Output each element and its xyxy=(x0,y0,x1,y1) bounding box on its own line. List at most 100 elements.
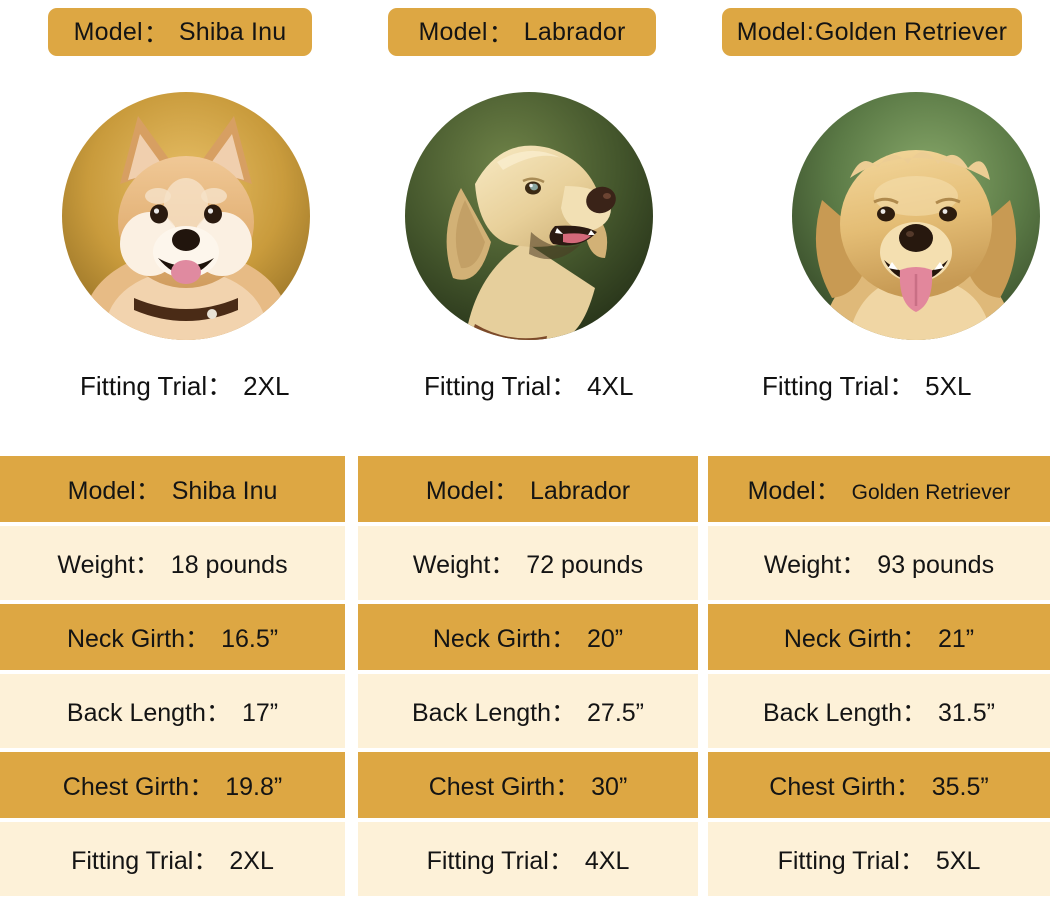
table-row: Model： Shiba Inu xyxy=(0,452,345,526)
spec-table-shiba-inu: Model： Shiba Inu Weight： 18 pounds Neck Gi… xyxy=(0,452,345,906)
table-row: Model： Labrador xyxy=(358,452,698,526)
fitting-trial-caption-labrador: Fitting Trial： 4XL xyxy=(424,366,633,403)
spec-separator: ： xyxy=(134,551,160,579)
table-row: Weight： 72 pounds xyxy=(358,526,698,600)
spec-value: 17” xyxy=(241,699,279,727)
model-badge-label: Model xyxy=(418,17,488,46)
fitting-trial-label: Fitting Trial xyxy=(762,371,890,401)
table-row: Chest Girth： 30” xyxy=(358,748,698,822)
spec-separator: ： xyxy=(895,773,921,801)
spec-value: 31.5” xyxy=(938,699,995,727)
spec-label: Fitting Trial xyxy=(777,847,900,875)
spec-label: Back Length xyxy=(66,699,206,727)
table-row: Neck Girth： 20” xyxy=(358,600,698,674)
model-badge-golden-retriever: Model: Golden Retriever xyxy=(722,8,1022,56)
table-row: Model： Golden Retriever xyxy=(708,452,1050,526)
fitting-trial-label: Fitting Trial xyxy=(424,371,552,401)
shiba-inu-illustration xyxy=(62,92,310,340)
dog-photo-shiba-inu xyxy=(62,92,310,340)
spec-label: Chest Girth xyxy=(428,773,556,801)
spec-separator: ： xyxy=(901,625,927,653)
spec-separator: ： xyxy=(815,477,841,505)
spec-value: 2XL xyxy=(229,847,274,875)
spec-value: 35.5” xyxy=(931,773,989,801)
table-row: Chest Girth： 19.8” xyxy=(0,748,345,822)
table-row: Weight： 93 pounds xyxy=(708,526,1050,600)
spec-value: 5XL xyxy=(935,847,981,875)
spec-table-golden-retriever: Model： Golden Retriever Weight： 93 pounds … xyxy=(708,452,1050,906)
spec-separator: ： xyxy=(902,699,928,727)
model-badge-separator: ： xyxy=(143,20,169,48)
spec-value: Labrador xyxy=(530,477,631,505)
spec-label: Model xyxy=(425,477,494,505)
spec-separator: ： xyxy=(551,699,577,727)
table-row: Chest Girth： 35.5” xyxy=(708,748,1050,822)
fitting-trial-caption-golden-retriever: Fitting Trial： 5XL xyxy=(762,366,971,403)
spec-label: Fitting Trial xyxy=(71,847,194,875)
model-badge-separator: : xyxy=(806,17,815,46)
table-row: Back Length： 31.5” xyxy=(708,674,1050,748)
fitting-trial-value: 2XL xyxy=(243,371,290,401)
fitting-trial-separator: ： xyxy=(207,371,234,401)
spec-separator: ： xyxy=(205,699,231,727)
spec-separator: ： xyxy=(548,847,574,875)
table-row: Back Length： 27.5” xyxy=(358,674,698,748)
model-badge-separator: ： xyxy=(488,20,514,48)
spec-value: 4XL xyxy=(584,847,630,875)
fitting-trial-value: 4XL xyxy=(587,371,634,401)
golden-retriever-illustration xyxy=(792,92,1040,340)
dog-photo-golden-retriever xyxy=(792,92,1040,340)
spec-separator: ： xyxy=(555,773,581,801)
model-badge-value: Labrador xyxy=(523,17,626,46)
fitting-trial-label: Fitting Trial xyxy=(80,371,208,401)
model-badge-value: Golden Retriever xyxy=(815,17,1008,46)
model-badge-shiba-inu: Model： Shiba Inu xyxy=(48,8,312,56)
spec-label: Back Length xyxy=(412,699,551,727)
fitting-trial-value: 5XL xyxy=(925,371,972,401)
table-row: Back Length： 17” xyxy=(0,674,345,748)
table-row: Neck Girth： 16.5” xyxy=(0,600,345,674)
spec-separator: ： xyxy=(899,847,925,875)
model-badge-label: Model xyxy=(736,17,806,46)
spec-label: Weight xyxy=(412,551,491,579)
spec-label: Fitting Trial xyxy=(426,847,549,875)
spec-separator: ： xyxy=(193,847,219,875)
spec-value: 93 pounds xyxy=(877,551,995,579)
spec-label: Weight xyxy=(57,551,135,579)
spec-value: 21” xyxy=(937,625,975,653)
spec-label: Neck Girth xyxy=(432,625,551,653)
spec-separator: ： xyxy=(494,477,520,505)
spec-separator: ： xyxy=(135,477,161,505)
spec-label: Neck Girth xyxy=(783,625,902,653)
spec-label: Chest Girth xyxy=(769,773,896,801)
spec-label: Model xyxy=(747,477,816,505)
fitting-trial-caption-row: Fitting Trial： 2XL Fitting Trial： 4XL Fitt… xyxy=(0,366,1050,416)
spec-separator: ： xyxy=(490,551,516,579)
spec-value: Shiba Inu xyxy=(171,477,278,505)
dog-photo-labrador xyxy=(405,92,653,340)
model-badge-row: Model： Shiba Inu Model： Labrador Model: Gol… xyxy=(0,0,1050,90)
spec-separator: ： xyxy=(841,551,867,579)
table-row: Fitting Trial： 5XL xyxy=(708,822,1050,896)
spec-label: Chest Girth xyxy=(62,773,190,801)
spec-tables: Model： Shiba Inu Weight： 18 pounds Neck Gi… xyxy=(0,452,1050,906)
model-badge-label: Model xyxy=(73,17,143,46)
model-badge-value: Shiba Inu xyxy=(178,17,287,46)
spec-value: Golden Retriever xyxy=(851,481,1011,504)
table-row: Weight： 18 pounds xyxy=(0,526,345,600)
spec-label: Weight xyxy=(763,551,842,579)
fitting-trial-caption-shiba-inu: Fitting Trial： 2XL xyxy=(80,366,289,403)
fitting-trial-separator: ： xyxy=(551,371,578,401)
table-row: Fitting Trial： 2XL xyxy=(0,822,345,896)
spec-value: 27.5” xyxy=(587,699,644,727)
table-row: Fitting Trial： 4XL xyxy=(358,822,698,896)
spec-value: 16.5” xyxy=(221,625,279,653)
spec-separator: ： xyxy=(550,625,576,653)
spec-separator: ： xyxy=(185,625,211,653)
dog-photo-row xyxy=(0,92,1050,344)
spec-value: 19.8” xyxy=(225,773,283,801)
spec-separator: ： xyxy=(189,773,215,801)
spec-value: 20” xyxy=(586,625,624,653)
model-badge-labrador: Model： Labrador xyxy=(388,8,656,56)
spec-label: Neck Girth xyxy=(66,625,186,653)
